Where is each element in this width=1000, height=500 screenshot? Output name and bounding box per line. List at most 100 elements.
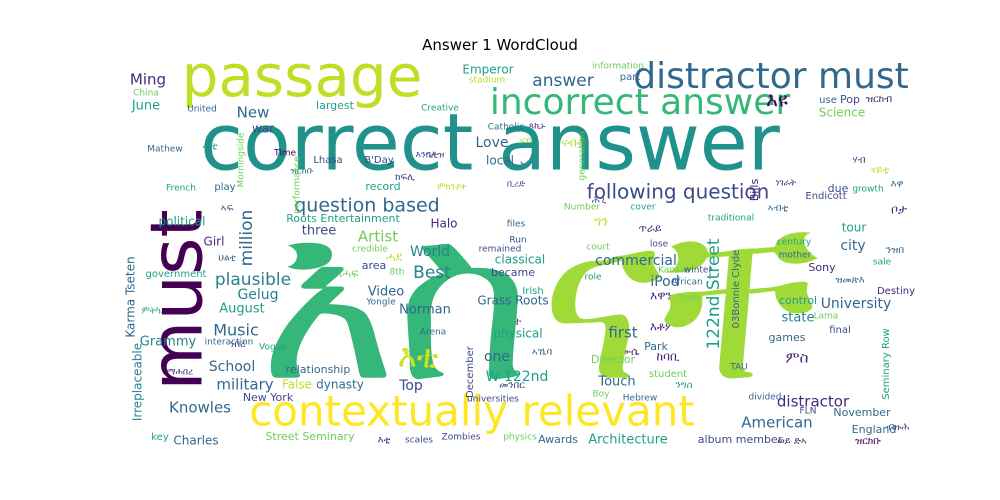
cloud-word-68: Pop (840, 93, 860, 106)
cloud-word-60: Destiny (877, 286, 915, 297)
cloud-word-50: iPod (650, 274, 679, 290)
cloud-word-126: 03Bonnie Clyde (731, 250, 742, 329)
cloud-word-87: China (133, 89, 159, 99)
cloud-glyph-42: ነገራት (776, 179, 796, 189)
cloud-word-119: student (649, 369, 687, 380)
cloud-word-20: three (302, 224, 336, 239)
cloud-word-73: Bills (748, 179, 761, 202)
cloud-word-127: body (679, 294, 702, 304)
cloud-glyph-17: ምትካል (141, 307, 166, 317)
cloud-word-14: June (131, 99, 160, 114)
cloud-glyph-34: ወይ ድኣ (777, 436, 807, 447)
cloud-word-62: games (769, 331, 806, 344)
cloud-word-101: credible (352, 245, 388, 255)
cloud-word-67: Science (819, 106, 866, 120)
cloud-word-135: cover (630, 203, 655, 213)
cloud-word-107: False (282, 378, 312, 392)
cloud-word-113: universities (467, 395, 519, 405)
cloud-glyph-16: ህልቲ (218, 254, 235, 264)
cloud-glyph-27: እዋን (650, 289, 672, 303)
cloud-glyph-31: ምስ (786, 349, 809, 367)
cloud-word-78: Time (273, 149, 296, 159)
cloud-word-120: Boy (592, 390, 610, 400)
cloud-word-76: Lhasa (313, 155, 342, 166)
cloud-word-123: FLN (800, 407, 817, 417)
cloud-glyph-0: ዝርከብ (866, 94, 892, 105)
cloud-glyph-20: ጸሓፍ (336, 267, 359, 280)
cloud-word-4: contextually relevant (249, 387, 695, 436)
cloud-word-118: Park (644, 340, 668, 353)
cloud-glyph-5: ሓቲ (203, 141, 218, 152)
cloud-word-39: Love (475, 135, 508, 151)
cloud-word-22: World (410, 244, 450, 260)
cloud-glyph-41: ኣብቲ (768, 203, 789, 214)
cloud-word-38: one (484, 349, 510, 365)
cloud-word-40: local (486, 154, 514, 168)
cloud-word-81: Creative (421, 104, 459, 114)
cloud-word-111: key (151, 432, 169, 443)
cloud-word-66: Seminary Row (881, 328, 892, 400)
cloud-word-83: information (592, 62, 644, 72)
cloud-word-11: እዩ (766, 88, 788, 112)
cloud-glyph-38: ኣኼባ (532, 347, 553, 358)
cloud-word-16: Emperor (462, 63, 513, 77)
cloud-glyph-28: እቶም (650, 320, 676, 334)
cloud-glyph-32: ዝመጽእ (835, 275, 865, 286)
cloud-word-51: first (608, 324, 637, 342)
cloud-word-92: performance (293, 156, 303, 214)
cloud-word-106: interaction (205, 338, 254, 348)
cloud-word-89: Morningside (237, 132, 247, 187)
cloud-word-61: control (779, 294, 817, 307)
cloud-word-132: court (586, 243, 610, 253)
cloud-word-124: album member (698, 433, 783, 446)
cloud-word-136: generation (578, 132, 588, 181)
cloud-word-31: Grammy (140, 335, 197, 350)
cloud-word-6: እስ (259, 166, 530, 433)
cloud-word-56: state (782, 311, 815, 326)
cloud-glyph-1: ሃብ (852, 155, 865, 166)
cloud-word-2: distractor must (633, 56, 909, 97)
cloud-word-7: ናቸ (540, 166, 820, 433)
cloud-word-17: million (237, 210, 257, 267)
cloud-glyph-25: ግን (594, 215, 609, 230)
cloud-word-130: winter (684, 266, 713, 276)
cloud-word-112: December (465, 345, 476, 398)
cloud-word-47: Architecture (588, 433, 668, 448)
cloud-glyph-12: ጸኪኑ (529, 122, 546, 132)
cloud-glyph-22: ሃገራት (495, 315, 522, 328)
cloud-word-8: following question (587, 180, 770, 204)
cloud-glyph-8: ነሩ (520, 159, 530, 170)
cloud-word-25: August (219, 302, 265, 317)
cloud-word-86: United (187, 105, 217, 115)
cloud-glyph-11: ናብቲ (561, 136, 585, 150)
cloud-word-32: Karma Tseten (124, 256, 138, 337)
cloud-word-18: Artist (358, 228, 398, 246)
cloud-glyph-3: ቦታ (891, 203, 907, 217)
cloud-glyph-33: ዝርከቡ (855, 436, 881, 447)
cloud-word-15: New (237, 104, 270, 122)
cloud-word-0: correct answer (200, 98, 781, 188)
cloud-word-102: Yongle (365, 298, 396, 308)
cloud-word-137: century (777, 238, 812, 248)
cloud-word-57: tour (842, 221, 867, 235)
cloud-word-139: sale (873, 258, 892, 268)
cloud-word-91: play (214, 182, 235, 193)
cloud-word-95: remained (479, 245, 522, 255)
cloud-word-28: military (216, 376, 273, 394)
cloud-glyph-39: ብዙሕ (886, 422, 909, 433)
cloud-word-10: answer (532, 71, 593, 91)
cloud-word-9: question based (294, 195, 439, 217)
cloud-word-125: TAU (729, 363, 748, 373)
cloud-word-77: B'Day (364, 155, 393, 166)
cloud-word-74: Roots Entertainment (286, 212, 400, 225)
cloud-word-108: dynasty (316, 378, 364, 392)
cloud-glyph-29: ሙሴ (619, 345, 639, 358)
cloud-glyph-9: ክፍሊ (395, 172, 415, 183)
cloud-word-45: W 122nd (486, 369, 549, 385)
cloud-word-69: Endicott (805, 191, 846, 202)
cloud-word-19: Halo (430, 217, 457, 231)
cloud-word-59: Sony (808, 261, 836, 274)
cloud-word-122: divided (748, 393, 781, 403)
cloud-word-71: due (828, 182, 849, 195)
cloud-word-93: files (507, 220, 526, 230)
